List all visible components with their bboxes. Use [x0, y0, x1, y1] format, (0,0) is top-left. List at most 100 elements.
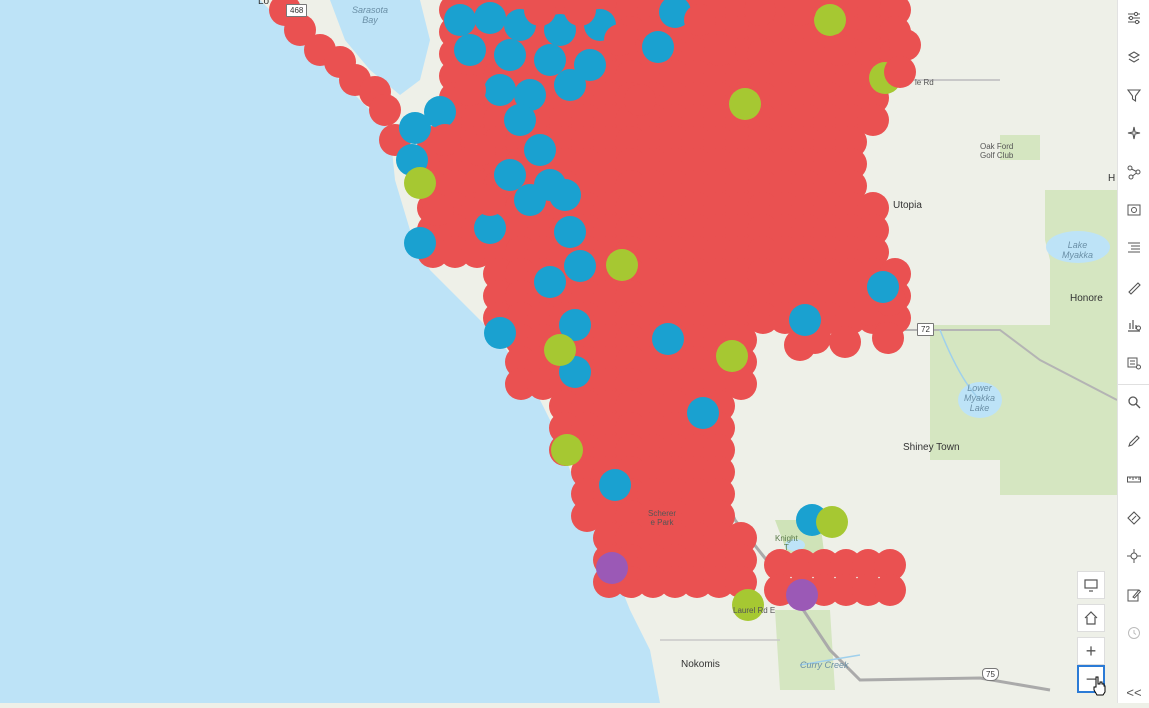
map-point[interactable] [574, 49, 606, 81]
map-point[interactable] [703, 478, 735, 510]
map-point[interactable] [835, 104, 867, 136]
map-point[interactable] [505, 236, 537, 268]
tool-button[interactable] [1118, 232, 1149, 264]
map-point[interactable] [791, 280, 823, 312]
map-point[interactable] [439, 170, 471, 202]
map-point[interactable] [484, 317, 516, 349]
map-point[interactable] [549, 104, 581, 136]
map-point[interactable] [725, 258, 757, 290]
map-point[interactable] [791, 214, 823, 246]
map-point[interactable] [703, 258, 735, 290]
tool-button[interactable] [1118, 579, 1149, 611]
map-point[interactable] [659, 412, 691, 444]
map-point[interactable] [615, 346, 647, 378]
map-point[interactable] [604, 24, 636, 56]
map-point[interactable] [835, 82, 867, 114]
map-point[interactable] [659, 456, 691, 488]
map-point[interactable] [439, 236, 471, 268]
map-point[interactable] [681, 258, 713, 290]
map-point[interactable] [659, 60, 691, 92]
map-point[interactable] [593, 302, 625, 334]
map-point[interactable] [369, 94, 401, 126]
map-point[interactable] [637, 456, 669, 488]
map-point[interactable] [857, 16, 889, 48]
map-point[interactable] [769, 280, 801, 312]
map-point[interactable] [642, 31, 674, 63]
map-point[interactable] [637, 434, 669, 466]
map-point[interactable] [637, 126, 669, 158]
map-point[interactable] [659, 544, 691, 576]
map-point[interactable] [769, 236, 801, 268]
map-point[interactable] [596, 552, 628, 584]
map-point[interactable] [681, 346, 713, 378]
map-point[interactable] [830, 574, 862, 606]
map-point[interactable] [474, 184, 506, 216]
map-point[interactable] [857, 104, 889, 136]
map-point[interactable] [703, 456, 735, 488]
map-point[interactable] [599, 469, 631, 501]
map-point[interactable] [615, 412, 647, 444]
map-point[interactable] [703, 500, 735, 532]
map-point[interactable] [615, 522, 647, 554]
map-point[interactable] [729, 88, 761, 120]
map-point[interactable] [659, 192, 691, 224]
map-point[interactable] [681, 456, 713, 488]
map-point[interactable] [791, 148, 823, 180]
map-point[interactable] [659, 82, 691, 114]
tool-button[interactable] [1118, 386, 1149, 418]
tool-button[interactable] [1118, 347, 1149, 379]
map-point[interactable] [681, 566, 713, 598]
map-point[interactable] [534, 266, 566, 298]
map-point[interactable] [813, 280, 845, 312]
tool-button[interactable] [1118, 463, 1149, 495]
map-point[interactable] [791, 170, 823, 202]
map-point[interactable] [483, 236, 515, 268]
map-point[interactable] [791, 126, 823, 158]
map-point[interactable] [747, 170, 779, 202]
tool-button[interactable] [1118, 271, 1149, 303]
map-point[interactable] [814, 4, 846, 36]
map-point[interactable] [835, 192, 867, 224]
map-point[interactable] [703, 368, 735, 400]
collapse-toolbar-button[interactable]: << [1118, 680, 1149, 704]
tool-button[interactable] [1118, 79, 1149, 111]
map-point[interactable] [615, 60, 647, 92]
map-point[interactable] [593, 126, 625, 158]
map-point[interactable] [593, 148, 625, 180]
map-point[interactable] [461, 236, 493, 268]
map-point[interactable] [615, 214, 647, 246]
map-point[interactable] [637, 500, 669, 532]
map-point[interactable] [874, 549, 906, 581]
map-point[interactable] [524, 0, 556, 26]
map-point[interactable] [769, 104, 801, 136]
home-button[interactable] [1077, 604, 1105, 632]
map-point[interactable] [571, 148, 603, 180]
map-point[interactable] [769, 126, 801, 158]
map-point[interactable] [703, 280, 735, 312]
map-point[interactable] [813, 192, 845, 224]
map-point[interactable] [681, 544, 713, 576]
map-point[interactable] [505, 258, 537, 290]
map-point[interactable] [681, 82, 713, 114]
map-point[interactable] [681, 434, 713, 466]
map-point[interactable] [681, 302, 713, 334]
map-point[interactable] [769, 38, 801, 70]
map-point[interactable] [681, 148, 713, 180]
map-point[interactable] [703, 60, 735, 92]
map-point[interactable] [769, 148, 801, 180]
map-point[interactable] [615, 302, 647, 334]
map-point[interactable] [703, 236, 735, 268]
map-point[interactable] [816, 506, 848, 538]
map-point[interactable] [554, 216, 586, 248]
map-point[interactable] [791, 192, 823, 224]
map-point[interactable] [703, 566, 735, 598]
map-point[interactable] [527, 104, 559, 136]
map-point[interactable] [554, 69, 586, 101]
map-point[interactable] [769, 214, 801, 246]
map-point[interactable] [494, 39, 526, 71]
map-point[interactable] [703, 126, 735, 158]
map-point[interactable] [624, 84, 656, 116]
map-point[interactable] [659, 104, 691, 136]
map-point[interactable] [593, 214, 625, 246]
tool-button[interactable] [1118, 194, 1149, 226]
